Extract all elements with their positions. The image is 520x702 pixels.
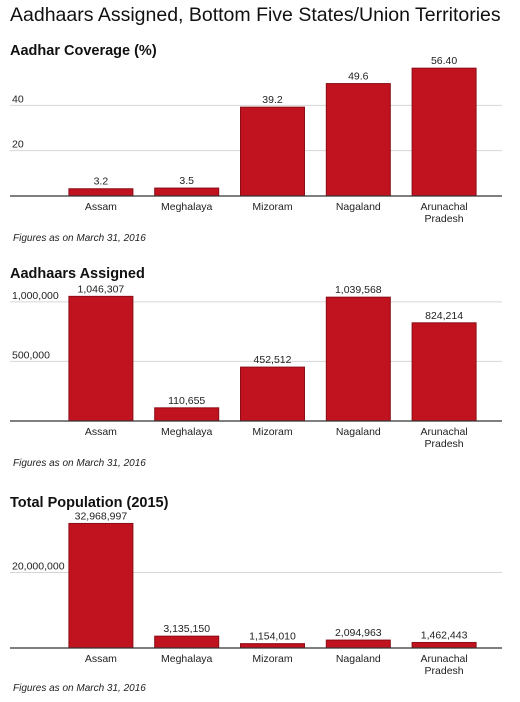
data-label: 1,462,443: [421, 629, 468, 641]
y-tick-label: 1,000,000: [12, 290, 59, 302]
data-label: 49.6: [348, 71, 369, 83]
data-label: 110,655: [168, 395, 205, 407]
chart-title-assigned: Aadhaars Assigned: [10, 266, 145, 282]
footnote-assigned: Figures as on March 31, 2016: [13, 458, 146, 469]
bar: [411, 322, 477, 422]
page-title: Aadhaars Assigned, Bottom Five States/Un…: [10, 4, 501, 26]
x-tick-label: Arunachal Pradesh: [420, 426, 467, 450]
x-tick-label: Mizoram: [252, 201, 293, 213]
bar: [325, 296, 391, 422]
x-tick-label: Arunachal Pradesh: [420, 653, 467, 677]
x-tick-label: Assam: [85, 653, 117, 665]
data-label: 452,512: [254, 354, 292, 366]
data-label: 2,094,963: [335, 627, 382, 639]
x-tick-label: Arunachal Pradesh: [420, 201, 467, 225]
data-label: 39.2: [262, 94, 283, 106]
data-label: 32,968,997: [75, 510, 128, 522]
y-tick-label: 500,000: [12, 349, 50, 361]
data-label: 3,135,150: [163, 623, 210, 635]
bar: [240, 643, 305, 649]
x-tick-label: Assam: [85, 201, 117, 213]
chart-title-population: Total Population (2015): [10, 495, 169, 511]
x-tick-label: Assam: [85, 426, 117, 438]
bar: [325, 639, 391, 649]
data-label: 1,046,307: [78, 283, 125, 295]
bar: [240, 366, 305, 422]
data-label: 824,214: [425, 310, 463, 322]
chart-title-coverage: Aadhar Coverage (%): [10, 43, 157, 59]
x-tick-label: Mizoram: [252, 426, 293, 438]
bar: [154, 407, 220, 422]
data-label: 3.2: [94, 176, 109, 188]
coverage-chart: 20 40 3.2 Assam 3.5 Meghalaya 39.2 Mizoram 49.6 N…: [10, 55, 502, 225]
data-label: 56.40: [431, 55, 457, 67]
bar: [68, 295, 134, 422]
x-tick-label: Nagaland: [336, 653, 381, 665]
x-tick-label: Meghalaya: [161, 653, 213, 665]
bar: [68, 188, 134, 197]
footnote-coverage: Figures as on March 31, 2016: [13, 233, 146, 244]
x-tick-label: Mizoram: [252, 653, 293, 665]
x-tick-label: Meghalaya: [161, 201, 213, 213]
data-label: 1,039,568: [335, 284, 382, 296]
bar: [154, 187, 220, 197]
population-chart: 20,000,000 32,968,997 Assam 3,135,150 Meghal…: [10, 510, 502, 677]
footnote-population: Figures as on March 31, 2016: [13, 683, 146, 694]
data-label: 3.5: [179, 175, 194, 187]
data-label: 1,154,010: [249, 631, 296, 643]
bar: [68, 522, 134, 649]
bar: [325, 83, 391, 197]
bar: [411, 641, 477, 649]
x-tick-label: Nagaland: [336, 201, 381, 213]
bar: [154, 635, 220, 649]
bar: [240, 106, 305, 197]
y-tick-label: 20,000,000: [12, 560, 65, 572]
bar: [411, 67, 477, 197]
y-tick-label: 20: [12, 139, 24, 151]
assigned-chart: 500,000 1,000,000 1,046,307 Assam 110,655 Meg…: [10, 283, 502, 450]
y-tick-label: 40: [12, 93, 24, 105]
x-tick-label: Nagaland: [336, 426, 381, 438]
x-tick-label: Meghalaya: [161, 426, 213, 438]
